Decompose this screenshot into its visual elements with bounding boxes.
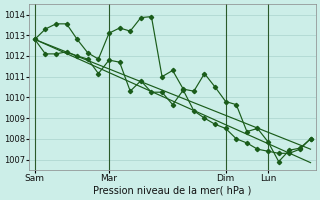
X-axis label: Pression niveau de la mer( hPa ): Pression niveau de la mer( hPa ) (93, 186, 252, 196)
